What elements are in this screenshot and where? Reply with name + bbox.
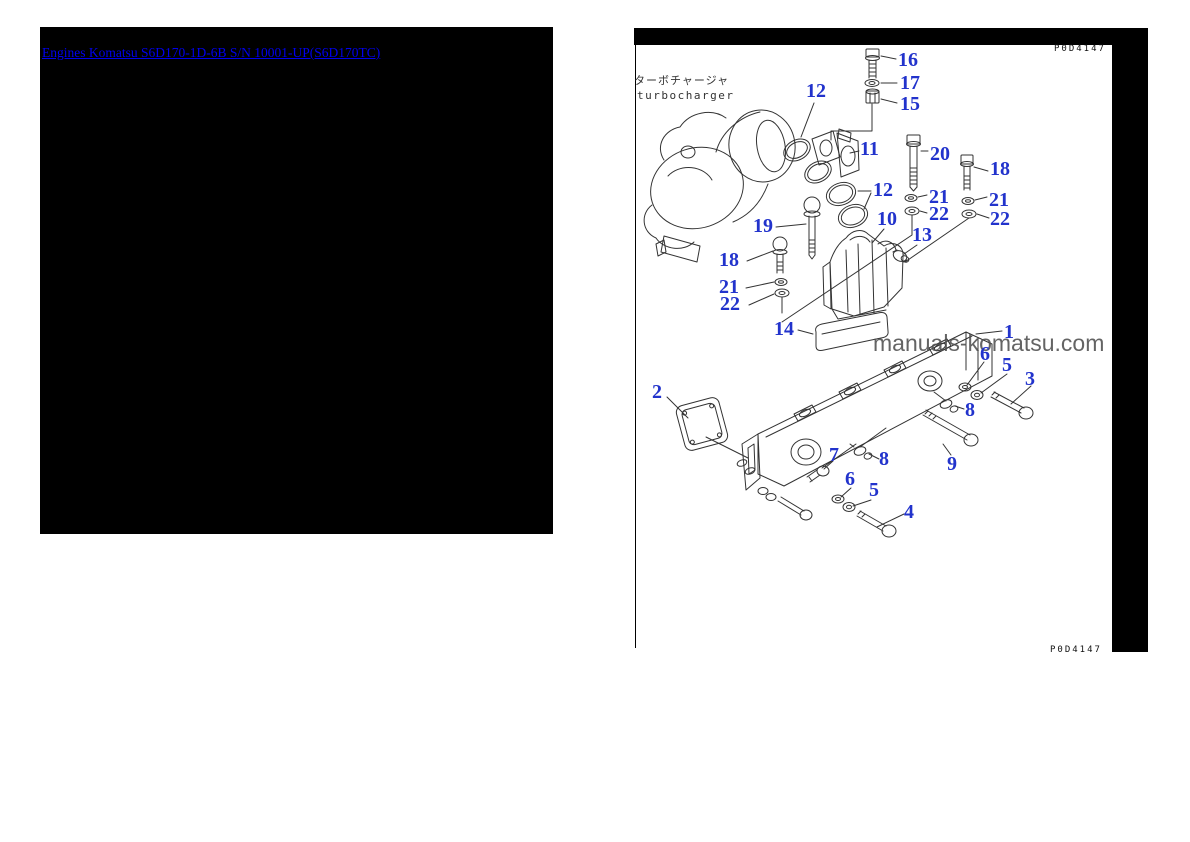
engine-model-link[interactable]: Engines Komatsu S6D170-1D-6B S/N 10001-U… — [42, 45, 381, 60]
callout-4[interactable]: 4 — [904, 501, 914, 523]
scan-left-border — [635, 45, 636, 648]
bolt-18-right — [961, 155, 989, 190]
callout-9[interactable]: 9 — [947, 453, 957, 475]
fitting-13 — [892, 245, 917, 263]
callout-18[interactable]: 18 — [990, 158, 1010, 180]
left-black-panel: Engines Komatsu S6D170-1D-6B S/N 10001-U… — [40, 27, 553, 534]
callout-8[interactable]: 8 — [965, 399, 975, 421]
callout-10[interactable]: 10 — [877, 208, 897, 230]
turbocharger-label-japanese: ターボチャージャ — [634, 74, 730, 87]
elbow-11 — [812, 129, 859, 177]
callout-11[interactable]: 11 — [860, 138, 879, 160]
callout-20[interactable]: 20 — [930, 143, 950, 165]
o-rings-12-upper — [780, 103, 835, 187]
callout-21[interactable]: 21 — [719, 276, 739, 298]
callout-14[interactable]: 14 — [774, 318, 794, 340]
callout-22[interactable]: 22 — [720, 293, 740, 315]
callout-22[interactable]: 22 — [929, 203, 949, 225]
callout-22[interactable]: 22 — [990, 208, 1010, 230]
bolt-18-left-group — [746, 237, 789, 313]
callout-12[interactable]: 12 — [806, 80, 826, 102]
callout-15[interactable]: 15 — [900, 93, 920, 115]
callout-3[interactable]: 3 — [1025, 368, 1035, 390]
bolt-19 — [776, 197, 820, 259]
callout-2[interactable]: 2 — [652, 381, 662, 403]
turbocharger-label-english: turbocharger — [637, 89, 735, 102]
callout-6[interactable]: 6 — [980, 343, 990, 365]
callout-8[interactable]: 8 — [879, 448, 889, 470]
callout-21[interactable]: 21 — [929, 186, 949, 208]
watermark: manuals-komatsu.com — [873, 330, 1105, 356]
o-rings-12-lower — [823, 179, 871, 232]
fasteners-16-17-15 — [865, 49, 897, 103]
callout-19[interactable]: 19 — [753, 215, 773, 237]
callout-18[interactable]: 18 — [719, 249, 739, 271]
callout-1[interactable]: 1 — [1004, 321, 1014, 343]
callout-6[interactable]: 6 — [845, 468, 855, 490]
turbocharger-drawing — [640, 105, 801, 262]
callout-17[interactable]: 17 — [900, 72, 920, 94]
tube-line — [831, 104, 872, 140]
scan-right-border — [1112, 28, 1148, 652]
plate-2 — [667, 396, 748, 458]
callout-16[interactable]: 16 — [898, 49, 918, 71]
callout-13[interactable]: 13 — [912, 224, 932, 246]
callout-7[interactable]: 7 — [829, 444, 839, 466]
intake-connector-10 — [823, 229, 903, 319]
callout-5[interactable]: 5 — [1002, 354, 1012, 376]
callout-12[interactable]: 12 — [873, 179, 893, 201]
bolt-20 — [907, 135, 929, 191]
callout-5[interactable]: 5 — [869, 479, 879, 501]
callout-21[interactable]: 21 — [989, 189, 1009, 211]
figure-code-top: P0D4147 — [1054, 44, 1106, 54]
figure-code-bottom: P0D4147 — [1050, 645, 1102, 655]
scan-top-border — [634, 28, 1148, 45]
